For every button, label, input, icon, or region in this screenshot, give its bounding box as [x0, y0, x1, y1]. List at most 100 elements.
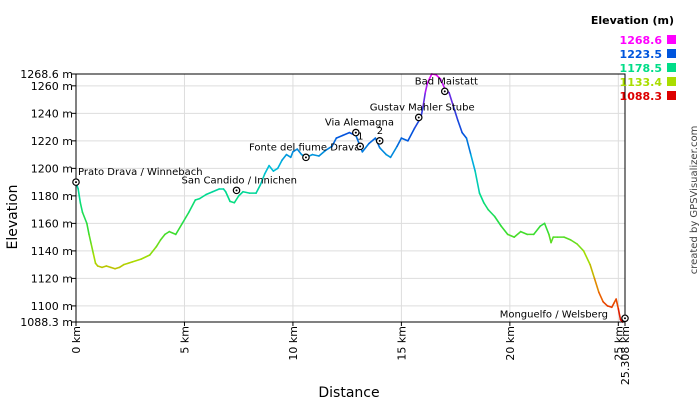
x-tick-label: 20 km [504, 326, 517, 361]
y-tick-label: 1100 m [31, 300, 73, 313]
profile-segment [513, 230, 522, 238]
y-tick-label: 1240 m [31, 107, 73, 120]
profile-segment [439, 78, 446, 90]
profile-segment [452, 105, 459, 122]
legend-value: 1268.6 [620, 34, 663, 47]
profile-segment [77, 188, 82, 204]
profile-segment [90, 243, 95, 255]
profile-segment [268, 164, 275, 172]
waypoint-label: 2 [377, 126, 383, 137]
profile-segment [311, 153, 320, 157]
profile-segment [276, 159, 283, 170]
profile-segment [487, 208, 496, 218]
profile-segment [563, 236, 572, 241]
profile-segment [483, 201, 489, 211]
profile-segment [597, 291, 604, 303]
x-tick-label: 10 km [287, 326, 300, 361]
profile-segment [168, 230, 177, 236]
profile-segment [289, 151, 294, 159]
legend-value: 1088.3 [620, 90, 662, 103]
plot-frame [75, 73, 626, 323]
y-tick-label: 1220 m [31, 135, 73, 148]
profile-segment [582, 250, 591, 266]
profile-segment [259, 173, 266, 186]
profile-segment [331, 137, 338, 148]
profile-segment [255, 184, 262, 194]
profile-segment [324, 145, 333, 152]
profile-segment [474, 170, 481, 194]
legend-swatch [667, 77, 676, 86]
profile-segment [233, 195, 240, 204]
profile-segment [422, 91, 427, 108]
profile-segment [131, 258, 142, 263]
x-tick-label: 25.308 km [619, 326, 632, 385]
profile-segment [435, 74, 442, 80]
y-tick-label: 1260 m [31, 80, 73, 93]
profile-segment [86, 222, 90, 236]
profile-segment [506, 233, 515, 238]
profile-segment [140, 254, 151, 260]
profile-segment [224, 190, 231, 203]
profile-segment [242, 190, 251, 194]
waypoint-dot [304, 156, 307, 159]
profile-segment [174, 222, 184, 236]
waypoint-dot [359, 145, 362, 148]
profile-segment [263, 164, 270, 175]
profile-segment [602, 300, 609, 307]
profile-segment [148, 245, 158, 256]
waypoint-dot [75, 181, 77, 184]
profile-segment [407, 127, 416, 142]
profile-segment [181, 211, 190, 225]
profile-segment [576, 243, 585, 252]
profile-segment [237, 190, 244, 197]
legend-swatch [667, 49, 676, 58]
waypoint-label: 1 [357, 131, 363, 142]
x-tick-label: 15 km [395, 326, 408, 361]
profile-segment [198, 193, 207, 200]
legend-swatch [667, 35, 676, 44]
waypoint-dot [378, 139, 381, 142]
legend-value: 1133.4 [620, 76, 663, 89]
profile-segment [493, 215, 502, 227]
legend-title: Elevation (m) [591, 14, 674, 27]
y-tick-label: 1088.3 m [20, 316, 73, 329]
waypoint-dot [443, 90, 446, 93]
y-tick-label: 1120 m [31, 272, 73, 285]
profile-segment [500, 225, 509, 236]
profile-segment [589, 263, 596, 280]
x-axis-title: Distance [318, 385, 379, 400]
legend-swatch [667, 63, 676, 72]
profile-segment [318, 149, 327, 157]
profile-segment [456, 119, 463, 134]
waypoint-dot [417, 116, 420, 119]
profile-segment [470, 153, 476, 172]
profile-segment [396, 137, 403, 148]
profile-segment [461, 131, 468, 139]
profile-segment [335, 134, 344, 139]
profile-segment [448, 91, 455, 108]
waypoint-label: Monguelfo / Welsberg [500, 309, 608, 320]
profile-segment [400, 137, 409, 142]
profile-segment [118, 263, 125, 269]
profile-segment [92, 252, 97, 265]
profile-segment [81, 211, 88, 225]
profile-segment [532, 225, 542, 236]
profile-segment [164, 230, 171, 236]
profile-segment [385, 153, 392, 159]
legend: Elevation (m) 1268.61223.51178.51133.4108… [591, 14, 676, 103]
x-tick-label: 0 km [70, 326, 83, 354]
waypoint-label: Fonte del fiume Drava [249, 142, 360, 153]
waypoint-dot [354, 131, 357, 134]
profile-segment [550, 236, 555, 244]
waypoint-label: Bad Maistatt [415, 76, 478, 87]
waypoint-label: Via Alemagna [325, 118, 394, 129]
profile-segment [342, 131, 351, 137]
profile-segment [615, 298, 620, 310]
grid [75, 73, 626, 323]
waypoint-dot [624, 317, 626, 320]
profile-segment [122, 261, 134, 266]
waypoint-label: Prato Drava / Winnebach [78, 167, 203, 178]
